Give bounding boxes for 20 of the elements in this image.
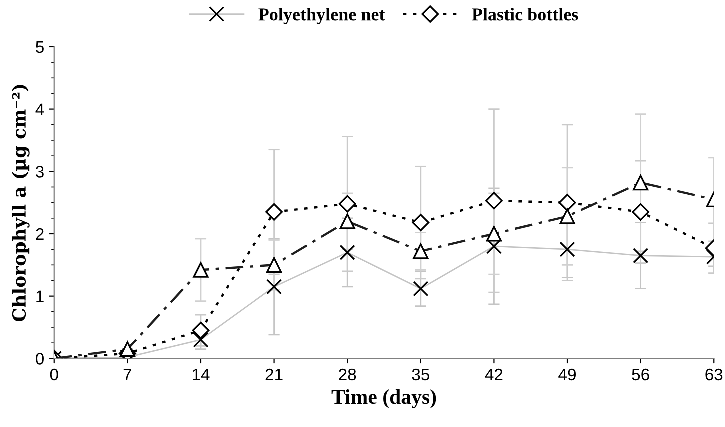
x-tick-label: 49	[558, 368, 576, 381]
x-tick-label: 0	[50, 368, 58, 381]
x-tick-label: 56	[632, 368, 650, 381]
x-tick-label: 42	[485, 368, 503, 380]
x-tick-label: 14	[192, 369, 210, 380]
y-tick-label: 0	[36, 353, 44, 365]
x-axis-title: Time (days)	[332, 389, 436, 408]
y-tick-label: 1	[36, 290, 44, 302]
x-tick-label: 63	[706, 368, 723, 381]
x-tick-label: 28	[339, 368, 356, 381]
x-tick-label: 21	[266, 368, 283, 380]
y-tick-label: 5	[36, 42, 44, 54]
y-tick-label: 4	[36, 104, 44, 116]
y-tick-label: 2	[36, 228, 44, 240]
legend-label: Plastic bottles	[472, 8, 578, 21]
legend-label: Polyethylene net	[258, 8, 386, 24]
y-tick-label: 3	[36, 166, 44, 178]
y-axis-title: Chlorophyll a (µg cm⁻²)	[12, 85, 30, 322]
x-tick-label: 35	[412, 368, 430, 381]
x-tick-label: 7	[124, 369, 132, 380]
